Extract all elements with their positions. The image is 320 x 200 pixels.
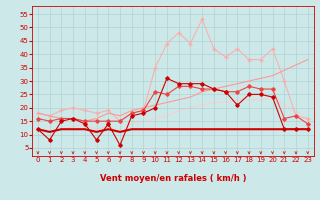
X-axis label: Vent moyen/en rafales ( km/h ): Vent moyen/en rafales ( km/h ) [100,174,246,183]
